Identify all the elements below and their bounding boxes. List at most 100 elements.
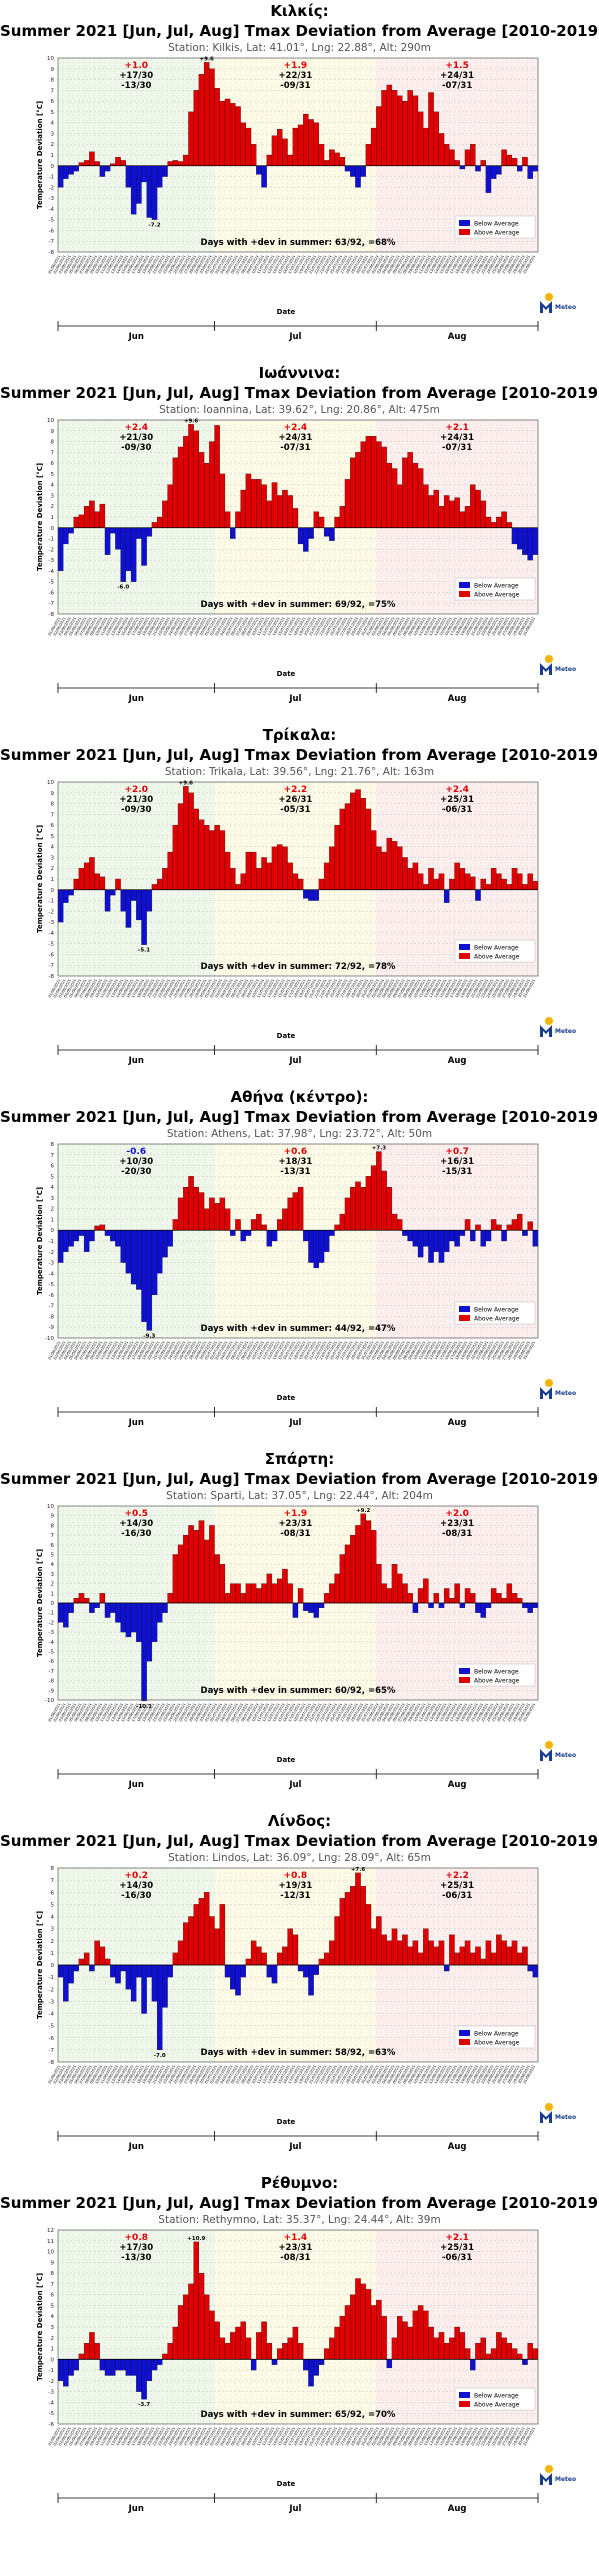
bar [89,857,95,890]
bar [376,106,382,166]
month-above-count: +24/31 [440,433,474,443]
x-axis-label: Date [277,1032,296,1040]
bar [167,1593,173,1604]
bar [271,1230,278,1242]
meteo-logo-icon: Meteo [540,1017,576,1037]
bar [391,1928,398,1966]
max-value-label: +9.6 [179,780,194,786]
bar [402,857,408,890]
bar [297,2343,304,2360]
bar [423,1928,429,1966]
min-value-label: -9.3 [143,1333,155,1339]
bar [511,868,518,890]
bar [329,1940,335,1966]
bar [459,1230,466,1236]
y-tick-label: -1 [49,175,54,181]
bar [177,2305,184,2360]
y-tick-label: 1 [51,1591,55,1597]
bar [412,862,419,890]
bar [318,144,325,166]
y-tick-label: 0 [51,1601,55,1607]
y-tick-label: 11 [47,2239,54,2245]
y-tick-label: -3 [49,196,55,202]
y-tick-label: 8 [51,78,55,84]
bar [532,2348,539,2360]
bar [162,868,168,890]
y-tick-label: -2 [49,1987,54,1993]
legend: Below Average Above Average [454,939,536,963]
station-info: Station: Athens, Lat: 37.98°, Lng: 23.72… [166,1128,433,1140]
meteo-logo-icon: Meteo [540,2103,576,2123]
y-tick-label: 5 [51,2303,55,2309]
y-tick-label: 0 [51,1228,55,1234]
bar [376,1151,382,1231]
y-tick-label: -6 [49,590,55,596]
bar [125,527,132,572]
bar [490,1952,497,1966]
month-label: Jun [128,2142,144,2152]
bar [459,1602,466,1608]
station-info: Station: Kilkis, Lat: 41.01°, Lng: 22.88… [168,42,431,54]
bar [167,161,173,166]
bar [125,1602,132,1638]
bar [245,1583,252,1604]
x-axis-label: Date [277,2118,296,2126]
y-tick-label: 1 [51,153,55,159]
month-above-count: +16/31 [440,1157,474,1167]
bar [303,889,309,899]
y-tick-label: -9 [49,1688,55,1694]
bar [287,862,293,890]
bar [177,1940,184,1966]
bar [224,98,231,166]
bar [104,165,111,172]
bar [151,2359,158,2371]
legend-label-below: Below Average [474,2393,519,2400]
month-mean: -0.6 [126,1147,146,1157]
bar [250,144,257,166]
bar [271,2359,278,2365]
bar [151,1230,158,1296]
bar [125,1964,132,1990]
bar [344,2305,351,2360]
bar [449,1230,455,1242]
bar [402,1934,408,1966]
logo-m-shape [540,2111,552,2123]
y-tick-label: 4 [51,2314,55,2320]
bar [370,127,377,166]
y-tick-label: 7 [51,1153,55,1159]
month-label: Jul [288,1056,301,1066]
bar [271,1583,278,1604]
bar [532,1602,539,1608]
bar [209,1916,215,1966]
bar [188,792,194,890]
bar [297,124,304,166]
y-tick-label: -5 [49,2024,55,2030]
bar [89,1602,95,1613]
bar [438,506,445,528]
bar [261,2321,267,2360]
bar [240,1964,246,1978]
bar [417,1952,424,1966]
bar [303,1602,309,1611]
legend: Below Average Above Average [454,577,536,601]
bar [339,808,346,890]
bar [183,1534,189,1604]
bar [459,868,466,890]
bar [292,1934,299,1966]
bar [517,1598,523,1604]
y-tick-label: -2 [49,547,54,553]
y-axis-label: Temperature Deviation [°C] [36,1549,44,1657]
legend-swatch-above [459,591,470,597]
bar [449,149,455,166]
bar [360,1186,366,1231]
bar [99,876,106,890]
bar [485,1602,492,1608]
bar [198,452,205,528]
y-tick-label: 6 [51,1890,55,1896]
y-tick-label: -1 [49,899,54,905]
y-tick-label: -1 [49,1975,54,1981]
bar [423,884,429,890]
bar [198,1898,205,1966]
bar [449,1934,455,1966]
plot-frame [57,781,539,977]
